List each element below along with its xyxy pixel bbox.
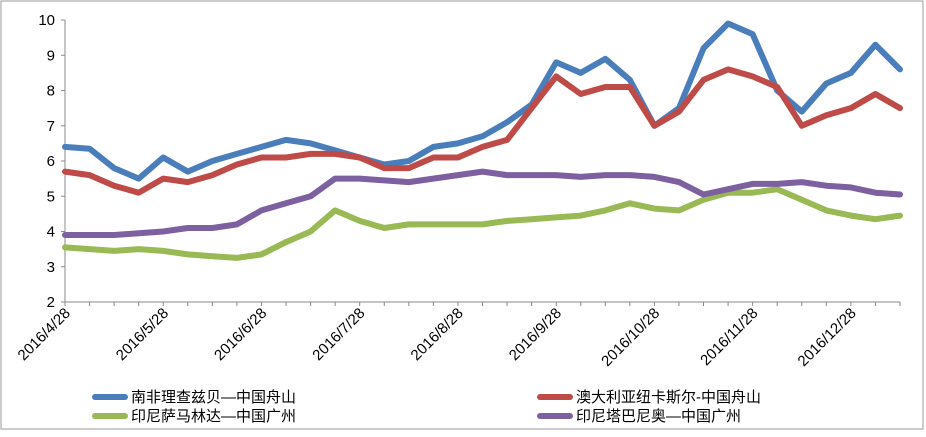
y-tick-label: 2 (47, 294, 55, 311)
y-tick-label: 7 (47, 118, 55, 135)
y-tick-label: 5 (47, 188, 55, 205)
legend-label: 澳大利亚纽卡斯尔-中国舟山 (576, 389, 761, 406)
legend-label: 印尼萨马林达—中国广州 (131, 408, 296, 425)
y-tick-label: 3 (47, 259, 55, 276)
y-tick-label: 9 (47, 47, 55, 64)
series-line (62, 66, 903, 196)
legend-label: 南非理查兹贝—中国舟山 (131, 389, 296, 406)
y-tick-label: 6 (47, 153, 55, 170)
y-tick-label: 8 (47, 83, 55, 100)
series-line (62, 186, 903, 261)
legend-label: 印尼塔巴尼奥—中国广州 (576, 408, 741, 425)
y-tick-label: 10 (38, 12, 55, 29)
y-tick-label: 4 (47, 224, 55, 241)
series-line (62, 168, 903, 238)
series-line (62, 20, 903, 182)
